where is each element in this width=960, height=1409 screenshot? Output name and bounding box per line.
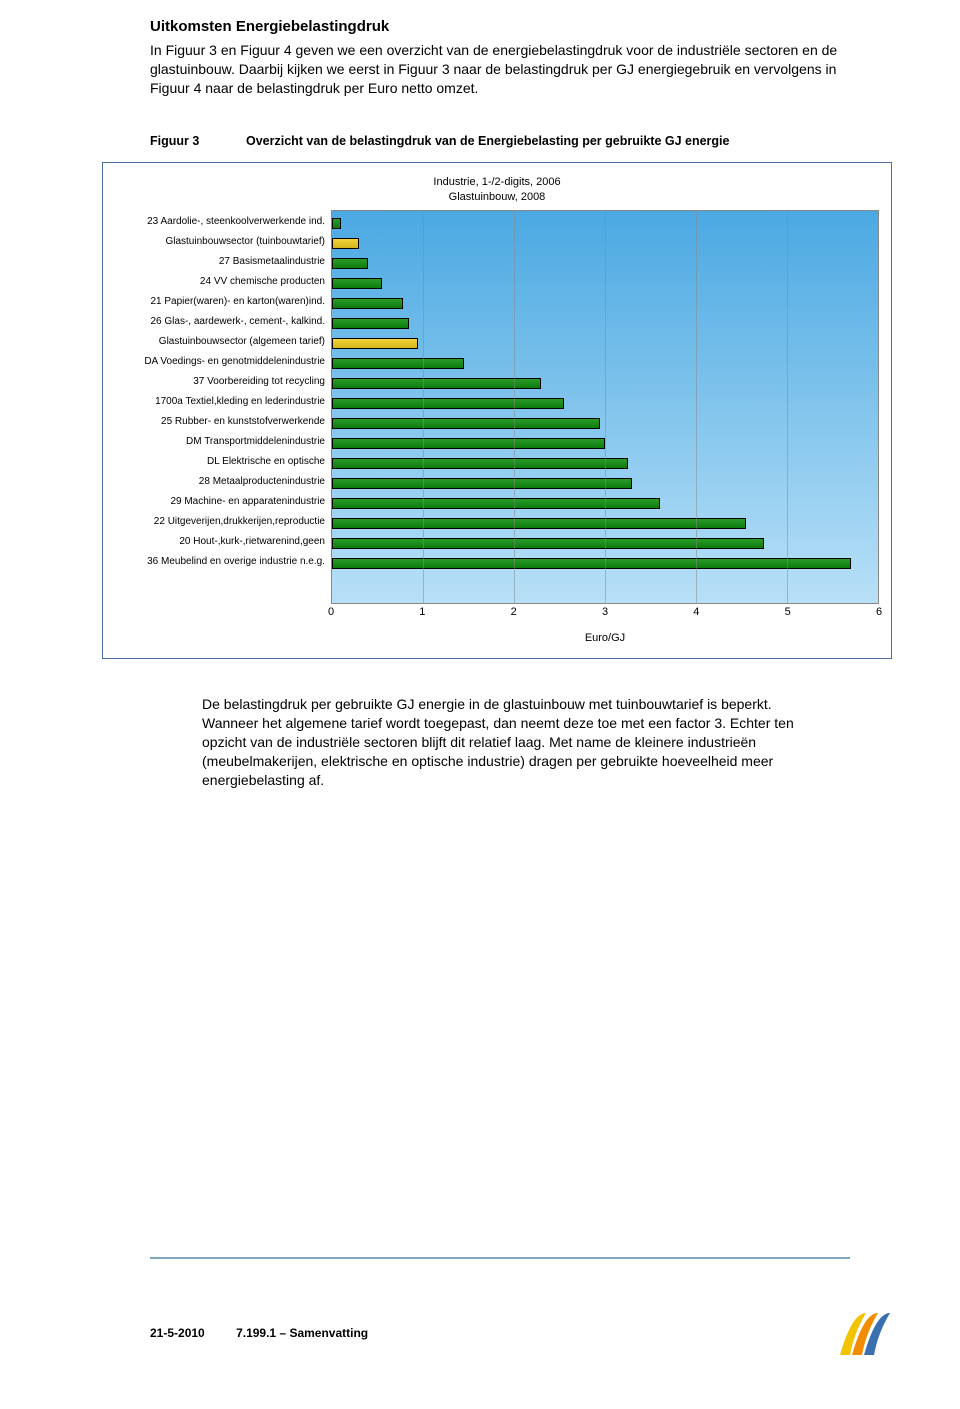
bar bbox=[332, 338, 418, 349]
x-axis: 0 1 2 3 4 5 6 bbox=[331, 604, 879, 622]
legend-line-2: Glastuinbouw, 2008 bbox=[115, 190, 879, 205]
x-tick: 6 bbox=[876, 606, 882, 618]
chart-legend: Industrie, 1-/2-digits, 2006 Glastuinbou… bbox=[115, 175, 879, 205]
bar bbox=[332, 418, 600, 429]
y-axis-label: 29 Machine- en apparatenindustrie bbox=[115, 492, 331, 512]
grid-line bbox=[696, 211, 697, 603]
bar bbox=[332, 438, 605, 449]
bar bbox=[332, 378, 541, 389]
y-axis-label: 21 Papier(waren)- en karton(waren)ind. bbox=[115, 292, 331, 312]
bar bbox=[332, 458, 628, 469]
y-axis-label: 25 Rubber- en kunststofverwerkende bbox=[115, 412, 331, 432]
bar bbox=[332, 498, 660, 509]
bar bbox=[332, 278, 382, 289]
bar bbox=[332, 518, 746, 529]
y-axis-labels: 23 Aardolie-, steenkoolverwerkende ind.G… bbox=[115, 210, 331, 604]
bar bbox=[332, 238, 359, 249]
y-axis-label: 20 Hout-,kurk-,rietwarenind,geen bbox=[115, 532, 331, 552]
grid-line bbox=[514, 211, 515, 603]
plot-area bbox=[331, 210, 879, 604]
grid-line bbox=[423, 211, 424, 603]
x-tick: 4 bbox=[693, 606, 699, 618]
bar bbox=[332, 218, 341, 229]
y-axis-label: 27 Basismetaalindustrie bbox=[115, 252, 331, 272]
x-axis-label: Euro/GJ bbox=[331, 632, 879, 644]
footer-text: 21-5-2010 7.199.1 – Samenvatting bbox=[150, 1326, 396, 1340]
figure-label: Figuur 3 bbox=[150, 134, 246, 148]
y-axis-label: 26 Glas-, aardewerk-, cement-, kalkind. bbox=[115, 312, 331, 332]
footer-rule bbox=[150, 1257, 850, 1259]
y-axis-label: 1700a Textiel,kleding en lederindustrie bbox=[115, 392, 331, 412]
page-footer: 21-5-2010 7.199.1 – Samenvatting bbox=[150, 1257, 900, 1359]
footer-date: 21-5-2010 bbox=[150, 1326, 205, 1340]
bar bbox=[332, 358, 464, 369]
footer-logo bbox=[826, 1307, 900, 1359]
x-tick: 0 bbox=[328, 606, 334, 618]
chart-body: 23 Aardolie-, steenkoolverwerkende ind.G… bbox=[115, 210, 879, 604]
bar bbox=[332, 398, 564, 409]
y-axis-label: 28 Metaalproductenindustrie bbox=[115, 472, 331, 492]
legend-line-1: Industrie, 1-/2-digits, 2006 bbox=[115, 175, 879, 190]
x-tick: 1 bbox=[419, 606, 425, 618]
intro-paragraph: In Figuur 3 en Figuur 4 geven we een ove… bbox=[150, 41, 860, 98]
chart-frame: Industrie, 1-/2-digits, 2006 Glastuinbou… bbox=[102, 162, 892, 660]
x-tick: 3 bbox=[602, 606, 608, 618]
bar bbox=[332, 478, 632, 489]
y-axis-label: 23 Aardolie-, steenkoolverwerkende ind. bbox=[115, 212, 331, 232]
x-tick: 2 bbox=[511, 606, 517, 618]
y-axis-label: 36 Meubelind en overige industrie n.e.g. bbox=[115, 552, 331, 572]
bar bbox=[332, 538, 764, 549]
bar bbox=[332, 298, 403, 309]
body-paragraph-2: De belastingdruk per gebruikte GJ energi… bbox=[202, 695, 822, 789]
bar bbox=[332, 318, 409, 329]
footer-ref: 7.199.1 – Samenvatting bbox=[236, 1326, 368, 1340]
grid-line bbox=[605, 211, 606, 603]
section-title: Uitkomsten Energiebelastingdruk bbox=[150, 18, 860, 35]
grid-line bbox=[787, 211, 788, 603]
y-axis-label: 24 VV chemische producten bbox=[115, 272, 331, 292]
bar bbox=[332, 558, 851, 569]
figure-caption: Overzicht van de belastingdruk van de En… bbox=[246, 134, 729, 148]
y-axis-label: 22 Uitgeverijen,drukkerijen,reproductie bbox=[115, 512, 331, 532]
figure-heading: Figuur 3 Overzicht van de belastingdruk … bbox=[150, 134, 860, 148]
y-axis-label: 37 Voorbereiding tot recycling bbox=[115, 372, 331, 392]
y-axis-label: Glastuinbouwsector (algemeen tarief) bbox=[115, 332, 331, 352]
y-axis-label: DL Elektrische en optische bbox=[115, 452, 331, 472]
y-axis-label: DM Transportmiddelenindustrie bbox=[115, 432, 331, 452]
bar bbox=[332, 258, 368, 269]
y-axis-label: Glastuinbouwsector (tuinbouwtarief) bbox=[115, 232, 331, 252]
x-tick: 5 bbox=[785, 606, 791, 618]
y-axis-label: DA Voedings- en genotmiddelenindustrie bbox=[115, 352, 331, 372]
